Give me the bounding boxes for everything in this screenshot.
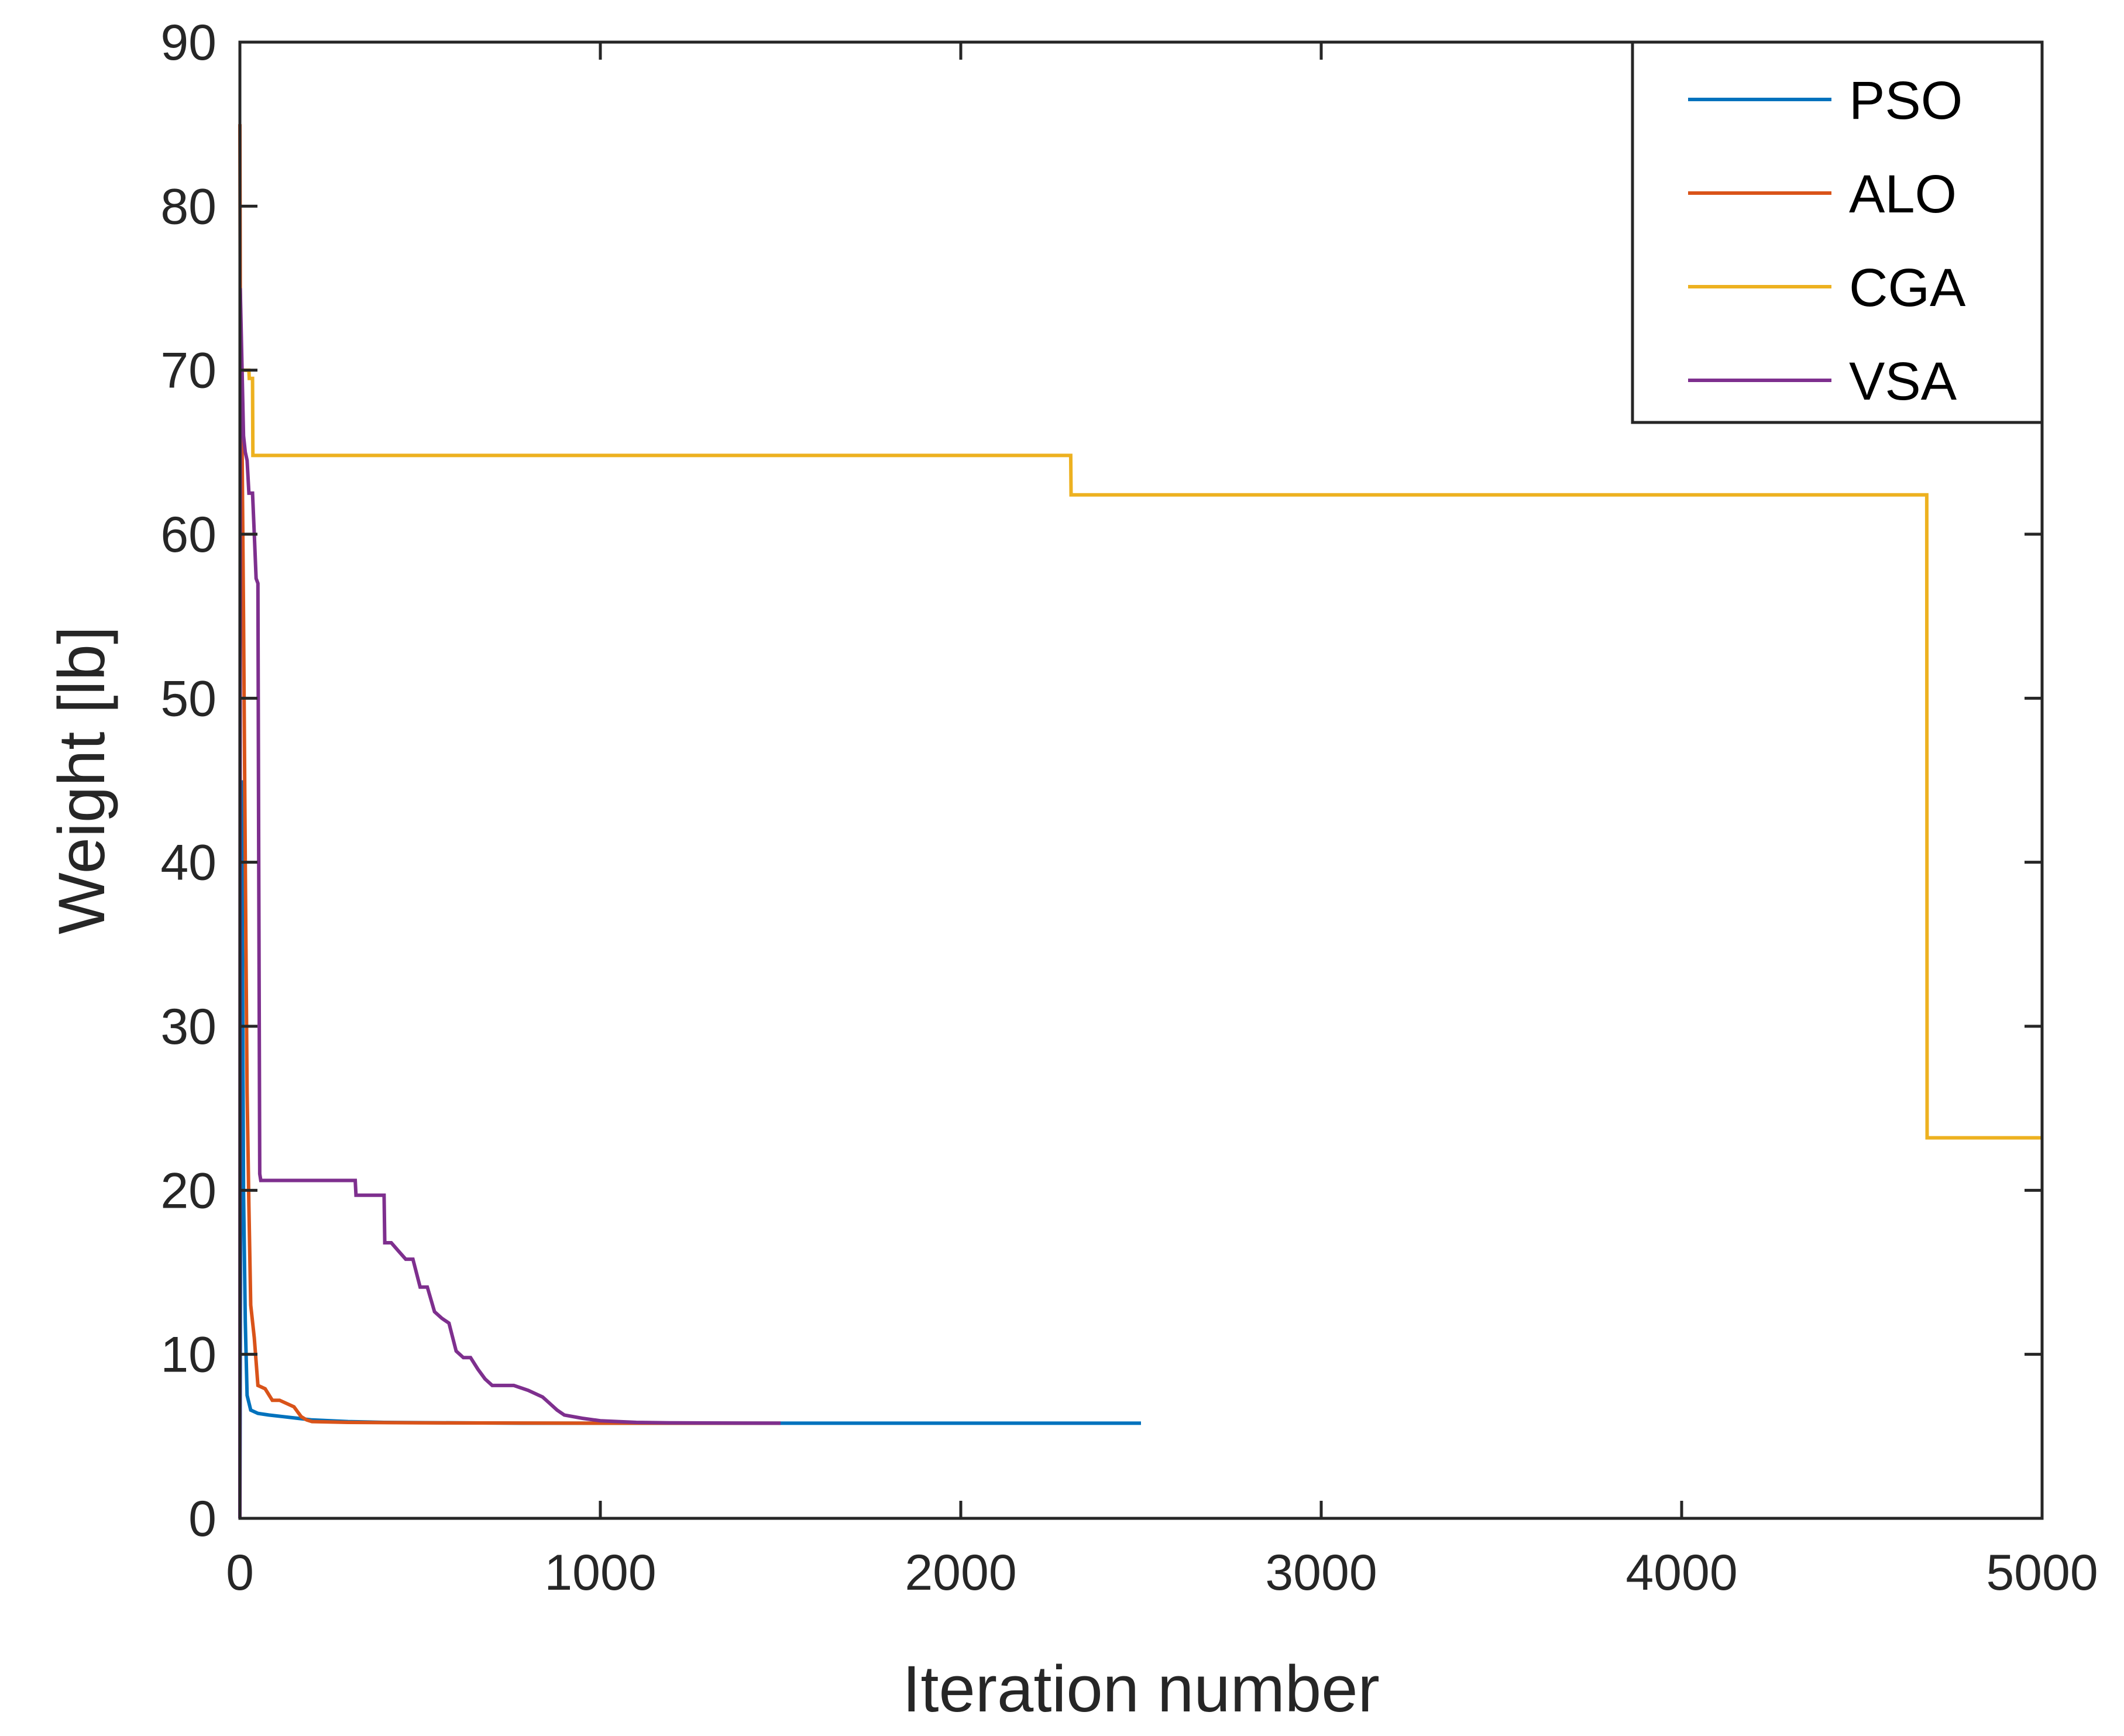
x-tick-label: 4000 [1625, 1545, 1737, 1601]
x-tick-label: 3000 [1265, 1545, 1377, 1601]
x-axis-label: Iteration number [902, 1652, 1380, 1725]
y-axis-label: Weight [lb] [45, 626, 118, 934]
legend-label-alo: ALO [1849, 164, 1957, 224]
y-tick-label: 90 [160, 15, 216, 71]
x-tick-label: 5000 [1986, 1545, 2098, 1601]
y-tick-label: 0 [188, 1491, 216, 1547]
series-line-vsa [238, 288, 781, 1519]
y-tick-label: 60 [160, 507, 216, 563]
legend-box [1631, 40, 2044, 424]
series-layer [238, 124, 2042, 1519]
y-tick-label: 40 [160, 835, 216, 891]
y-tick-label: 70 [160, 343, 216, 399]
y-tick-label: 50 [160, 671, 216, 727]
plot-area-frame [238, 40, 2044, 1520]
y-tick-label: 10 [160, 1327, 216, 1383]
y-tick-label: 20 [160, 1163, 216, 1219]
y-tick-label: 30 [160, 999, 216, 1055]
tick-layer: 0 1000 2000 3000 4000 5000 0 10 20 30 40 50 60 70 80 90 [160, 15, 2098, 1601]
legend-label-cga: CGA [1849, 258, 1966, 318]
legend-label-vsa: VSA [1849, 352, 1957, 411]
series-line-alo [238, 124, 781, 1425]
legend: PSO ALO CGA VSA [1631, 40, 2044, 424]
x-tick-label: 0 [226, 1545, 254, 1601]
series-line-cga [240, 368, 2042, 1140]
y-tick-label: 80 [160, 178, 216, 235]
x-tick-label: 2000 [905, 1545, 1016, 1601]
x-tick-label: 1000 [544, 1545, 656, 1601]
legend-label-pso: PSO [1849, 71, 1963, 130]
